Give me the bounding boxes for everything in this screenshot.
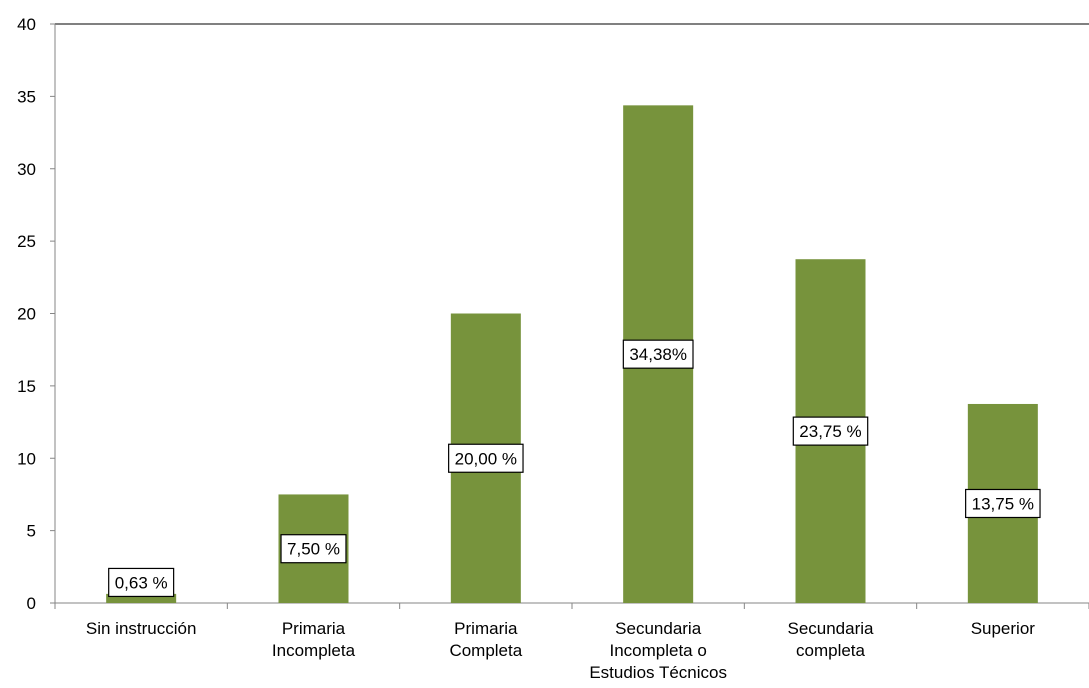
x-tick-label: Superior (971, 619, 1036, 638)
x-tick-label: Sin instrucción (86, 619, 197, 638)
data-label: 23,75 % (792, 416, 869, 446)
data-label-box (965, 488, 1041, 519)
y-axis: 0 5 10 15 20 25 30 35 40 (17, 15, 1089, 613)
data-label-box (448, 443, 524, 473)
x-tick-label: Secundaria completa (787, 619, 874, 660)
data-label-text: 13,75 % (972, 494, 1034, 513)
y-tick-label: 30 (17, 160, 36, 179)
x-tick-label-line: Sin instrucción (86, 619, 197, 638)
x-tick-label-line: Secundaria (787, 619, 874, 638)
x-tick-label-line: Primaria (454, 619, 518, 638)
y-tick-label: 40 (17, 15, 36, 34)
bars (106, 105, 1038, 604)
y-tick-label: 5 (27, 522, 36, 541)
data-label: 0,63 % (108, 567, 175, 598)
y-tick-label: 15 (17, 377, 36, 396)
y-tick-label: 0 (27, 594, 36, 613)
data-label-box (280, 534, 347, 564)
data-label-text: 23,75 % (799, 422, 861, 441)
x-tick-label: Secundaria Incompleta o Estudios Técnicos (589, 619, 727, 682)
data-label-box (622, 339, 694, 369)
bar (106, 593, 177, 603)
x-tick-label-line: Incompleta o (609, 641, 706, 660)
data-labels: 0,63 % 7,50 % 20,00 % 34,38% 23,75 % 13,75 % (108, 339, 1041, 598)
x-tick-label-line: Primaria (282, 619, 346, 638)
data-label: 20,00 % (448, 443, 524, 473)
data-label-box (108, 567, 175, 598)
data-label-text: 20,00 % (455, 449, 517, 468)
y-tick-label: 20 (17, 305, 36, 324)
x-tick-label-line: Superior (971, 619, 1036, 638)
x-tick-label: Primaria Incompleta (272, 619, 356, 660)
data-label: 34,38% (622, 339, 694, 369)
x-tick-label-line: Secundaria (615, 619, 702, 638)
x-tick-label-line: Completa (449, 641, 522, 660)
data-label-text: 0,63 % (115, 573, 168, 592)
data-label: 7,50 % (280, 534, 347, 564)
data-label-box (792, 416, 869, 446)
x-tick-label: Primaria Completa (449, 619, 522, 660)
x-tick-label-line: Estudios Técnicos (589, 663, 727, 682)
x-tick-label-line: completa (796, 641, 866, 660)
x-axis: Sin instrucción Primaria IncompletaPrimari… (54, 602, 1089, 682)
y-tick-label: 35 (17, 87, 36, 106)
data-label-text: 7,50 % (287, 540, 340, 559)
y-tick-label: 10 (17, 449, 36, 468)
x-tick-label-line: Incompleta (272, 641, 356, 660)
data-label: 13,75 % (965, 488, 1041, 519)
y-tick-label: 25 (17, 232, 36, 251)
data-label-text: 34,38% (629, 345, 687, 364)
